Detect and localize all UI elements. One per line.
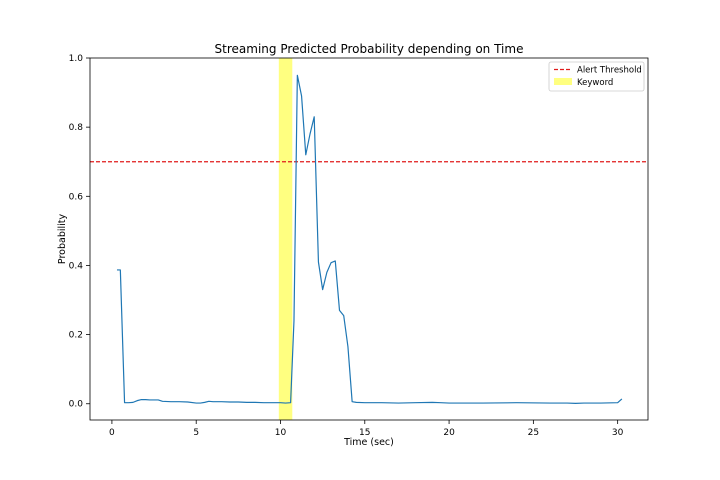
x-tick-label: 25 xyxy=(528,428,539,438)
legend-box xyxy=(548,61,645,92)
plot-area xyxy=(89,57,649,421)
x-axis: 0 5 10 15 20 25 30 xyxy=(109,420,624,438)
y-tick-label: 0.6 xyxy=(69,192,84,202)
y-tick-label: 0.4 xyxy=(69,261,84,271)
x-tick-label: 5 xyxy=(193,428,199,438)
chart-title: Streaming Predicted Probability dependin… xyxy=(215,42,524,56)
legend-keyword-label: Keyword xyxy=(577,78,613,88)
y-axis-label: Probability xyxy=(57,214,68,265)
x-tick-label: 30 xyxy=(612,428,624,438)
x-axis-label: Time (sec) xyxy=(343,437,394,448)
y-tick-label: 0.2 xyxy=(69,331,83,341)
legend: Alert Threshold Keyword xyxy=(548,61,645,92)
x-tick-label: 15 xyxy=(359,428,370,438)
series-line-0 xyxy=(116,74,623,404)
legend-threshold-label: Alert Threshold xyxy=(577,66,642,76)
plot-frame xyxy=(89,57,649,421)
legend-keyword-swatch xyxy=(554,78,572,85)
keyword-span xyxy=(278,58,293,420)
y-axis: 0.0 0.2 0.4 0.6 0.8 1.0 xyxy=(69,54,90,410)
x-tick-label: 20 xyxy=(443,428,455,438)
y-tick-label: 0.8 xyxy=(69,123,84,133)
y-tick-label: 1.0 xyxy=(69,54,84,64)
x-tick-label: 0 xyxy=(109,428,115,438)
x-tick-label: 10 xyxy=(275,428,287,438)
y-tick-label: 0.0 xyxy=(69,400,84,410)
